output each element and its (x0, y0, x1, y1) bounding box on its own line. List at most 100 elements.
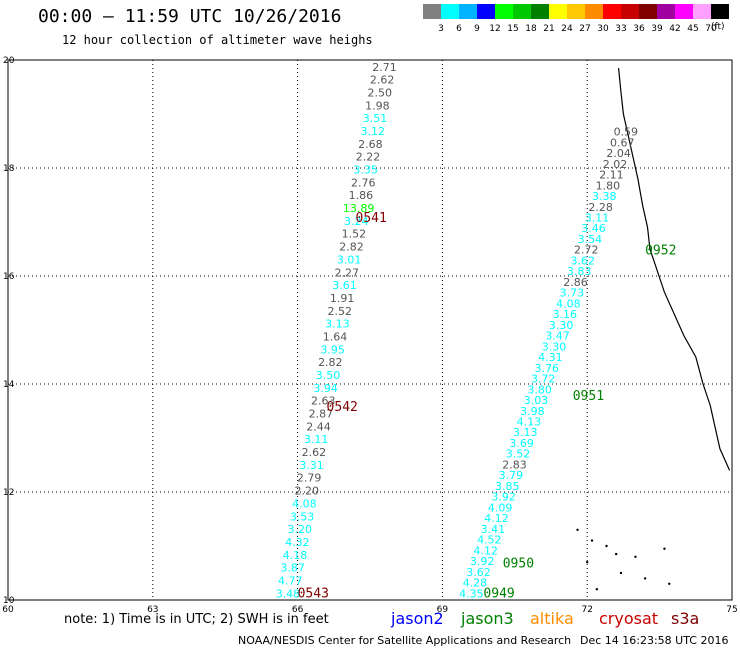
swh-value: 4.52 (477, 534, 502, 547)
y-tick-label: 18 (3, 164, 15, 174)
swh-value: 3.52 (506, 448, 531, 461)
swh-value: 4.08 (556, 297, 581, 310)
legend-label: 42 (669, 24, 681, 34)
legend-swatch (459, 4, 477, 19)
satellite-jason2: jason2 (391, 609, 444, 628)
swh-value: 1.86 (349, 189, 374, 202)
legend-swatch (693, 4, 711, 19)
x-tick-label: 72 (581, 605, 592, 615)
swh-value: 2.79 (297, 472, 322, 485)
swh-value: 3.98 (520, 405, 545, 418)
legend-label: 9 (474, 24, 480, 34)
pass-time-label: 0950 (503, 557, 534, 572)
swh-value: 4.08 (292, 497, 317, 510)
credit-line: NOAA/NESDIS Center for Satellite Applica… (238, 634, 572, 647)
swh-value: 2.71 (372, 61, 397, 74)
swh-value: 2.83 (502, 458, 527, 471)
swh-value: 2.27 (335, 266, 360, 279)
y-tick-label: 10 (3, 596, 15, 606)
coastline (617, 68, 731, 471)
swh-value: 1.91 (330, 292, 355, 305)
swh-value: 4.31 (538, 351, 563, 364)
swh-value: 3.69 (509, 437, 534, 450)
swh-value: 3.85 (495, 480, 520, 493)
swh-value: 2.04 (606, 147, 631, 160)
legend-swatch (441, 4, 459, 19)
island (595, 588, 599, 591)
x-tick-label: 60 (2, 605, 14, 615)
swh-value: 3.53 (290, 510, 315, 523)
footer-note: note: 1) Time is in UTC; 2) SWH is in fe… (64, 612, 329, 627)
page-title: 00:00 – 11:59 UTC 10/26/2016 (38, 6, 342, 27)
island (668, 582, 671, 585)
swh-value: 3.76 (535, 362, 560, 375)
swh-value: 3.62 (466, 566, 491, 579)
swh-value: 1.80 (596, 179, 621, 192)
x-tick-label: 69 (437, 605, 449, 615)
swh-value: 2.76 (351, 176, 376, 189)
legend-label: 36 (633, 24, 645, 34)
swh-value: 3.13 (325, 318, 350, 331)
legend-swatch (513, 4, 531, 19)
legend-label: 24 (561, 24, 573, 34)
generated-timestamp: Dec 14 16:23:58 UTC 2016 (580, 634, 729, 647)
island (614, 552, 618, 556)
swh-value: 2.20 (295, 485, 320, 498)
legend-label: 18 (525, 24, 537, 34)
y-tick-label: 16 (3, 272, 15, 282)
island (619, 571, 623, 575)
pass-time-label: 0949 (483, 586, 514, 601)
swh-value: 0.67 (610, 136, 635, 149)
swh-value: 3.30 (549, 319, 574, 332)
swh-value: 3.54 (578, 233, 603, 246)
swh-value: 3.79 (499, 469, 524, 482)
swh-value: 4.28 (463, 577, 488, 590)
page-subtitle: 12 hour collection of altimeter wave hei… (62, 33, 373, 47)
swh-value: 0.59 (614, 126, 639, 139)
legend-unit: (ft) (711, 22, 725, 32)
legend-label: 70 (705, 24, 717, 34)
swh-value: 13.89 (343, 202, 375, 215)
y-tick-label: 12 (3, 488, 14, 498)
legend-swatch (567, 4, 585, 19)
swh-value: 3.11 (304, 433, 329, 446)
swh-value: 3.46 (581, 222, 606, 235)
swh-value: 1.52 (342, 228, 367, 241)
swh-value: 4.12 (484, 512, 509, 525)
y-tick-label: 20 (3, 56, 15, 66)
pass-time-label: 0542 (327, 400, 358, 415)
swh-value: 3.13 (513, 426, 538, 439)
legend-swatch (603, 4, 621, 19)
pass-time-label: 0541 (356, 211, 387, 226)
island (590, 539, 594, 542)
swh-value: 3.73 (560, 287, 585, 300)
y-tick-label: 14 (3, 380, 15, 390)
legend-label: 30 (597, 24, 609, 34)
legend-label: 3 (438, 24, 444, 34)
legend-swatch (477, 4, 495, 19)
pass-time-label: 0951 (573, 389, 604, 404)
island (663, 547, 666, 550)
swh-value: 2.28 (588, 201, 613, 214)
swh-value: 3.47 (545, 330, 570, 343)
pass-time-label: 0952 (645, 243, 676, 258)
legend-label: 27 (579, 24, 591, 34)
pass-time-label: 0543 (298, 586, 329, 601)
swh-value: 4.12 (473, 544, 498, 557)
satellite-s3a: s3a (671, 609, 700, 628)
swh-value: 3.01 (337, 253, 362, 266)
map-frame (7, 59, 733, 601)
swh-value: 4.35 (459, 587, 484, 600)
swh-value: 3.72 (531, 373, 556, 386)
legend-label: 45 (687, 24, 699, 34)
swh-value: 3.35 (353, 164, 378, 177)
satellite-cryosat: cryosat (599, 609, 659, 628)
legend-swatch (711, 4, 729, 19)
legend-label: 15 (507, 24, 519, 34)
swh-value: 3.11 (585, 211, 610, 224)
swh-value: 3.48 (276, 587, 301, 600)
swh-value: 3.31 (299, 459, 324, 472)
swh-value: 2.02 (603, 158, 628, 171)
legend-swatch (531, 4, 549, 19)
